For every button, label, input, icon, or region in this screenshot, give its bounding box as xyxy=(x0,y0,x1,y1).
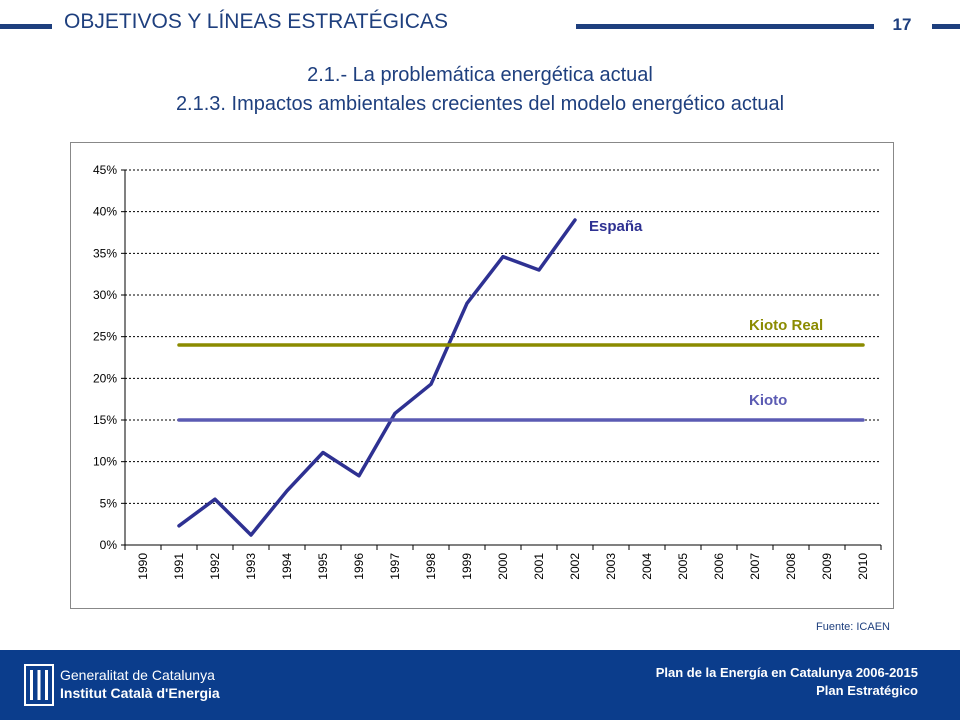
x-tick-label: 2004 xyxy=(640,553,654,580)
y-tick-label: 40% xyxy=(93,205,117,219)
x-tick-label: 1991 xyxy=(172,553,186,580)
x-tick-label: 1996 xyxy=(352,553,366,580)
slide-subtitle: 2.1.3. Impactos ambientales crecientes d… xyxy=(175,93,785,115)
x-tick-label: 1998 xyxy=(424,553,438,580)
y-tick-label: 0% xyxy=(100,538,118,552)
footer: Generalitat de Catalunya Institut Català… xyxy=(0,650,960,720)
series-label: Kioto xyxy=(749,392,787,409)
x-tick-label: 2007 xyxy=(748,553,762,580)
chart-frame: 0% 5% 10% 15% 20% 25% 30% 35% 40% 45% 1990 1991 1992… xyxy=(70,142,894,609)
source-note: Fuente: ICAEN xyxy=(816,621,890,633)
x-tick-label: 2000 xyxy=(496,553,510,580)
x-tick-label: 2008 xyxy=(784,553,798,580)
section-title: OBJETIVOS Y LÍNEAS ESTRATÉGICAS xyxy=(64,10,448,33)
header-rule-right xyxy=(576,24,874,29)
x-tick-label: 2001 xyxy=(532,553,546,580)
x-tick-label: 1995 xyxy=(316,553,330,580)
page-number: 17 xyxy=(892,15,912,34)
x-tick-label: 1997 xyxy=(388,553,402,580)
y-tick-label: 20% xyxy=(93,371,117,385)
y-tick-label: 5% xyxy=(100,496,118,510)
x-tick-label: 1993 xyxy=(244,553,258,580)
series-line xyxy=(177,218,577,537)
x-tick-label: 2006 xyxy=(712,553,726,580)
x-tick-label: 1994 xyxy=(280,553,294,580)
header-rule-left xyxy=(0,24,52,29)
x-tick-label: 2003 xyxy=(604,553,618,580)
logo-text-institut: Institut Català d'Energia xyxy=(60,685,220,701)
y-tick-label: 30% xyxy=(93,288,117,302)
series-label: Kioto Real xyxy=(749,317,823,334)
plan-subtitle: Plan Estratégico xyxy=(816,683,918,698)
x-tick-label: 1992 xyxy=(208,553,222,580)
x-tick-label: 1999 xyxy=(460,553,474,580)
x-tick-label: 2005 xyxy=(676,553,690,580)
x-tick-label: 2010 xyxy=(856,553,870,580)
header-rule-end xyxy=(932,24,960,29)
y-tick-label: 25% xyxy=(93,330,117,344)
slide-title: 2.1.- La problemática energética actual xyxy=(307,64,653,86)
y-tick-label: 10% xyxy=(93,455,117,469)
generalitat-logo-icon xyxy=(24,664,54,706)
x-tick-label: 2002 xyxy=(568,553,582,580)
line-chart: 0% 5% 10% 15% 20% 25% 30% 35% 40% 45% 1990 1991 1992… xyxy=(93,163,882,580)
x-tick-label: 2009 xyxy=(820,553,834,580)
series-label: España xyxy=(589,218,643,235)
y-tick-label: 35% xyxy=(93,246,117,260)
y-tick-label: 15% xyxy=(93,413,117,427)
plan-title: Plan de la Energía en Catalunya 2006-201… xyxy=(655,665,918,680)
logo-text-generalitat: Generalitat de Catalunya xyxy=(60,667,215,683)
x-tick-label: 1990 xyxy=(136,553,150,580)
y-tick-label: 45% xyxy=(93,163,117,177)
